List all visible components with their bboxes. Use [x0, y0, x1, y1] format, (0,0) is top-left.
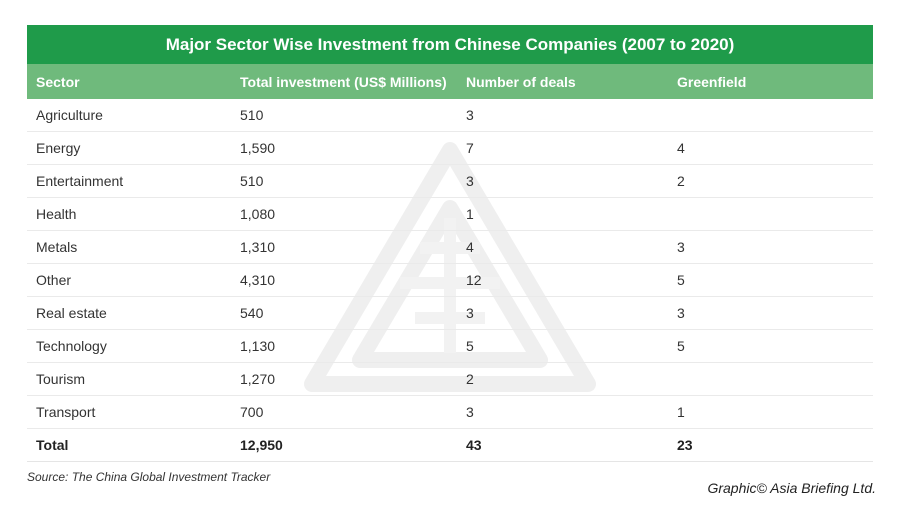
cell-investment: 510: [240, 107, 264, 123]
cell-deals: 7: [466, 140, 474, 156]
table-row: Agriculture 510 3: [27, 99, 873, 132]
total-greenfield: 23: [677, 437, 693, 453]
table-row: Technology 1,130 5 5: [27, 330, 873, 363]
cell-deals: 12: [466, 272, 482, 288]
table-row: Entertainment 510 3 2: [27, 165, 873, 198]
cell-investment: 4,310: [240, 272, 276, 288]
table-row: Real estate 540 3 3: [27, 297, 873, 330]
cell-deals: 3: [466, 107, 474, 123]
total-investment: 12,950: [240, 437, 283, 453]
cell-deals: 1: [466, 206, 474, 222]
investment-table: Major Sector Wise Investment from Chines…: [27, 25, 873, 462]
table-title: Major Sector Wise Investment from Chines…: [27, 25, 873, 64]
header-greenfield: Greenfield: [677, 73, 747, 90]
table-row: Tourism 1,270 2: [27, 363, 873, 396]
table-header-row: Sector Total investment (US$ Millions) N…: [27, 64, 873, 99]
cell-deals: 3: [466, 305, 474, 321]
header-total-investment: Total investment (US$ Millions): [240, 73, 447, 90]
table-row: Energy 1,590 7 4: [27, 132, 873, 165]
cell-sector: Entertainment: [36, 173, 124, 189]
cell-greenfield: 5: [677, 338, 685, 354]
table-row: Metals 1,310 4 3: [27, 231, 873, 264]
cell-deals: 3: [466, 404, 474, 420]
cell-sector: Health: [36, 206, 77, 222]
cell-investment: 1,310: [240, 239, 276, 255]
cell-sector: Technology: [36, 338, 107, 354]
cell-investment: 1,590: [240, 140, 276, 156]
header-sector: Sector: [36, 73, 80, 90]
source-note: Source: The China Global Investment Trac…: [27, 470, 271, 484]
table-total-row: Total 12,950 43 23: [27, 429, 873, 462]
graphic-credit: Graphic© Asia Briefing Ltd.: [707, 480, 876, 496]
cell-investment: 1,270: [240, 371, 276, 387]
cell-greenfield: 2: [677, 173, 685, 189]
cell-deals: 3: [466, 173, 474, 189]
cell-sector: Transport: [36, 404, 96, 420]
cell-investment: 1,130: [240, 338, 276, 354]
cell-sector: Energy: [36, 140, 81, 156]
cell-sector: Metals: [36, 239, 78, 255]
table-row: Health 1,080 1: [27, 198, 873, 231]
total-label: Total: [36, 437, 69, 453]
cell-deals: 5: [466, 338, 474, 354]
cell-greenfield: 5: [677, 272, 685, 288]
cell-investment: 540: [240, 305, 264, 321]
cell-deals: 4: [466, 239, 474, 255]
table-row: Transport 700 3 1: [27, 396, 873, 429]
cell-greenfield: 1: [677, 404, 685, 420]
table-row: Other 4,310 12 5: [27, 264, 873, 297]
cell-investment: 510: [240, 173, 264, 189]
cell-greenfield: 4: [677, 140, 685, 156]
asia-briefing-logo-icon: [304, 142, 596, 392]
cell-sector: Agriculture: [36, 107, 103, 123]
cell-sector: Real estate: [36, 305, 107, 321]
cell-investment: 1,080: [240, 206, 276, 222]
cell-greenfield: 3: [677, 305, 685, 321]
cell-sector: Tourism: [36, 371, 86, 387]
cell-deals: 2: [466, 371, 474, 387]
cell-investment: 700: [240, 404, 264, 420]
header-number-of-deals: Number of deals: [466, 73, 576, 90]
cell-sector: Other: [36, 272, 72, 288]
total-deals: 43: [466, 437, 482, 453]
cell-greenfield: 3: [677, 239, 685, 255]
